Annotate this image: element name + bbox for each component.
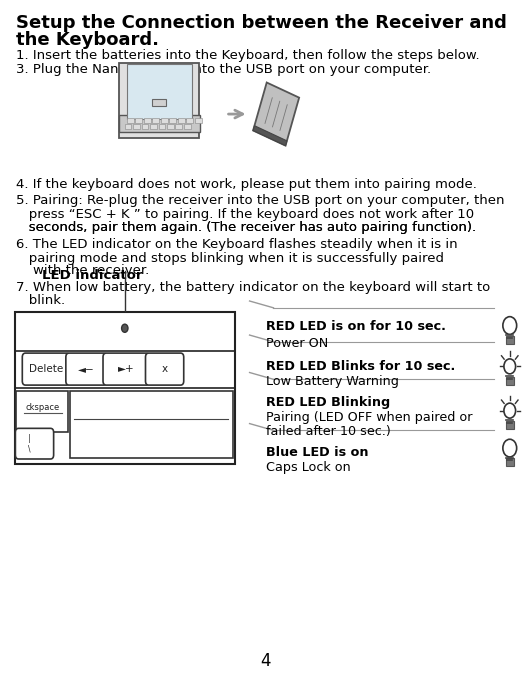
FancyBboxPatch shape <box>135 118 142 123</box>
Text: seconds, pair them again. (The receiver has auto pairing function).: seconds, pair them again. (The receiver … <box>16 221 476 234</box>
FancyBboxPatch shape <box>150 124 157 129</box>
Text: Blue LED is on: Blue LED is on <box>266 446 368 459</box>
Text: seconds, pair them again. (The receiver has auto pairing function).: seconds, pair them again. (The receiver … <box>16 221 476 234</box>
Text: 7. When low battery, the battery indicator on the keyboard will start to: 7. When low battery, the battery indicat… <box>16 281 490 294</box>
Text: RED LED Blinking: RED LED Blinking <box>266 396 390 409</box>
Text: Delete: Delete <box>29 364 63 374</box>
Polygon shape <box>253 82 299 146</box>
FancyBboxPatch shape <box>145 353 184 385</box>
Circle shape <box>503 439 517 457</box>
FancyBboxPatch shape <box>184 124 191 129</box>
FancyBboxPatch shape <box>152 99 166 106</box>
Text: the Keyboard.: the Keyboard. <box>16 31 159 48</box>
Text: RED LED Blinks for 10 sec.: RED LED Blinks for 10 sec. <box>266 360 455 373</box>
FancyBboxPatch shape <box>506 421 514 429</box>
Text: blink.: blink. <box>16 294 65 307</box>
FancyBboxPatch shape <box>22 353 70 385</box>
Text: |
\: | \ <box>28 434 30 454</box>
Text: 1. Insert the batteries into the Keyboard, then follow the steps below.: 1. Insert the batteries into the Keyboar… <box>16 49 479 62</box>
Text: Caps Lock on: Caps Lock on <box>266 461 350 474</box>
Text: with the receiver.: with the receiver. <box>16 264 149 277</box>
Circle shape <box>122 324 128 332</box>
FancyBboxPatch shape <box>186 118 193 123</box>
FancyBboxPatch shape <box>15 428 54 459</box>
FancyBboxPatch shape <box>158 124 166 129</box>
Polygon shape <box>253 126 287 146</box>
FancyBboxPatch shape <box>126 118 134 123</box>
FancyBboxPatch shape <box>506 458 514 466</box>
FancyBboxPatch shape <box>160 118 167 123</box>
FancyBboxPatch shape <box>152 118 159 123</box>
FancyBboxPatch shape <box>177 118 184 123</box>
Text: 3. Plug the Nano receiver into the USB port on your computer.: 3. Plug the Nano receiver into the USB p… <box>16 63 431 76</box>
Text: LED indicator: LED indicator <box>42 269 143 282</box>
Text: ►+: ►+ <box>118 364 134 374</box>
FancyBboxPatch shape <box>103 353 149 385</box>
FancyBboxPatch shape <box>119 115 200 132</box>
FancyBboxPatch shape <box>133 124 140 129</box>
FancyBboxPatch shape <box>143 118 151 123</box>
FancyBboxPatch shape <box>506 377 514 385</box>
FancyBboxPatch shape <box>506 336 514 344</box>
Text: Low Battery Warning: Low Battery Warning <box>266 375 398 387</box>
Circle shape <box>504 403 516 418</box>
Text: RED LED is on for 10 sec.: RED LED is on for 10 sec. <box>266 320 446 333</box>
FancyBboxPatch shape <box>194 118 202 123</box>
Text: Setup the Connection between the Receiver and: Setup the Connection between the Receive… <box>16 14 507 31</box>
FancyBboxPatch shape <box>15 312 235 464</box>
FancyBboxPatch shape <box>66 353 107 385</box>
FancyBboxPatch shape <box>16 391 68 432</box>
Text: ckspace: ckspace <box>25 403 59 413</box>
FancyBboxPatch shape <box>124 124 131 129</box>
Text: Pairing (LED OFF when paired or: Pairing (LED OFF when paired or <box>266 411 472 424</box>
FancyBboxPatch shape <box>175 124 183 129</box>
Text: pairing mode and stops blinking when it is successfully paired: pairing mode and stops blinking when it … <box>16 252 444 265</box>
Circle shape <box>503 317 517 334</box>
FancyBboxPatch shape <box>167 124 174 129</box>
Text: ◄−: ◄− <box>78 364 95 374</box>
FancyBboxPatch shape <box>119 63 199 138</box>
Text: failed after 10 sec.): failed after 10 sec.) <box>266 425 390 438</box>
Text: 4: 4 <box>260 652 271 669</box>
Text: Power ON: Power ON <box>266 337 328 350</box>
FancyBboxPatch shape <box>70 391 233 458</box>
Text: x: x <box>161 364 168 374</box>
FancyBboxPatch shape <box>127 65 192 118</box>
Text: press “ESC + K ” to pairing. If the keyboard does not work after 10: press “ESC + K ” to pairing. If the keyb… <box>16 208 474 221</box>
Text: 6. The LED indicator on the Keyboard flashes steadily when it is in: 6. The LED indicator on the Keyboard fla… <box>16 238 458 251</box>
Circle shape <box>504 359 516 374</box>
FancyBboxPatch shape <box>169 118 176 123</box>
FancyBboxPatch shape <box>141 124 148 129</box>
Text: 4. If the keyboard does not work, please put them into pairing mode.: 4. If the keyboard does not work, please… <box>16 178 477 191</box>
Text: 5. Pairing: Re-plug the receiver into the USB port on your computer, then: 5. Pairing: Re-plug the receiver into th… <box>16 194 504 207</box>
